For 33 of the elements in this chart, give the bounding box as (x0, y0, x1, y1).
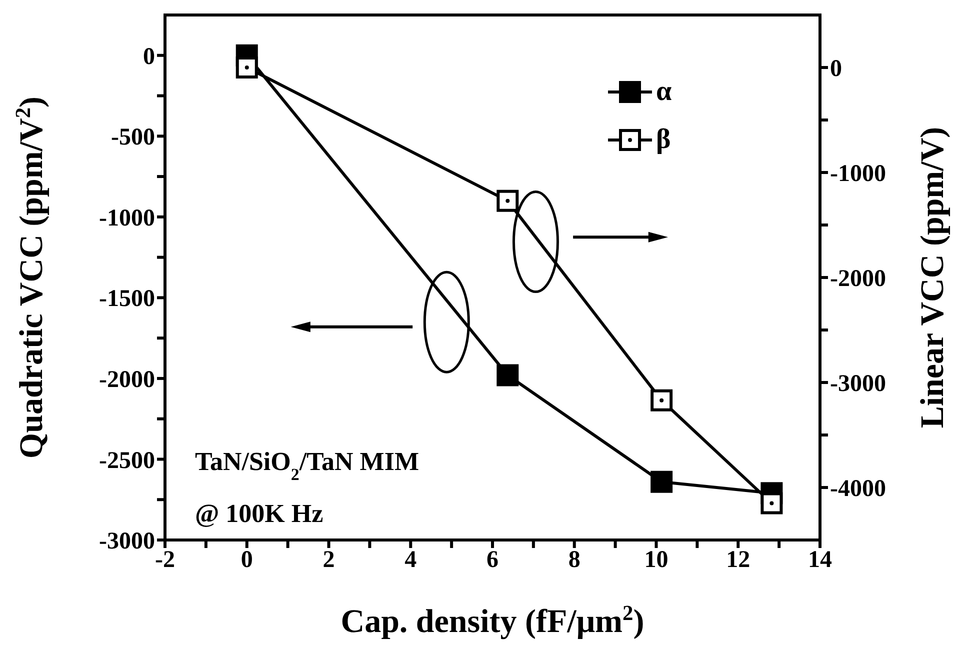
y2-tick-label: -1000 (830, 161, 886, 188)
y-tick-label: -2500 (99, 448, 155, 474)
point (496, 190, 519, 212)
legend-label: β (656, 124, 671, 156)
y2-tick-label: -4000 (830, 476, 886, 502)
x-tick-label: 14 (808, 547, 832, 574)
y-tick-label: -500 (111, 124, 155, 151)
y2-tick-label: -3000 (830, 371, 886, 398)
x-tick-label: 8 (568, 547, 580, 574)
legend-label: α (656, 76, 672, 108)
y-tick-label: -3000 (99, 528, 155, 555)
y2-tick-label: 0 (830, 56, 842, 82)
point (496, 364, 519, 386)
x-tick-label: 12 (726, 547, 750, 574)
y-tick-label: -1500 (99, 286, 155, 312)
y-tick-label: -2000 (99, 366, 155, 393)
y-tick-label: 0 (143, 44, 155, 70)
y2-tick-label: -2000 (830, 266, 886, 292)
x-tick-label: 6 (486, 547, 498, 574)
y2-axis-title: Linear VCC (ppm/V) (915, 126, 951, 428)
point (650, 470, 673, 493)
point (236, 56, 258, 78)
point (650, 389, 673, 412)
point (760, 492, 783, 514)
x-axis-title: Cap. density (fF/μm$^{2}$) (340, 601, 644, 640)
x-tick-label: -2 (155, 547, 175, 574)
x-tick-label: 10 (644, 547, 668, 574)
x-tick-label: 2 (322, 547, 335, 574)
x-tick-label: 0 (240, 547, 253, 574)
annotation: @ 100K Hz (195, 499, 324, 528)
annotation: TaN/SiO$_{2}$/TaN MIM (195, 447, 419, 484)
y-tick-label: -1000 (99, 205, 155, 232)
x-tick-label: 4 (404, 547, 417, 574)
